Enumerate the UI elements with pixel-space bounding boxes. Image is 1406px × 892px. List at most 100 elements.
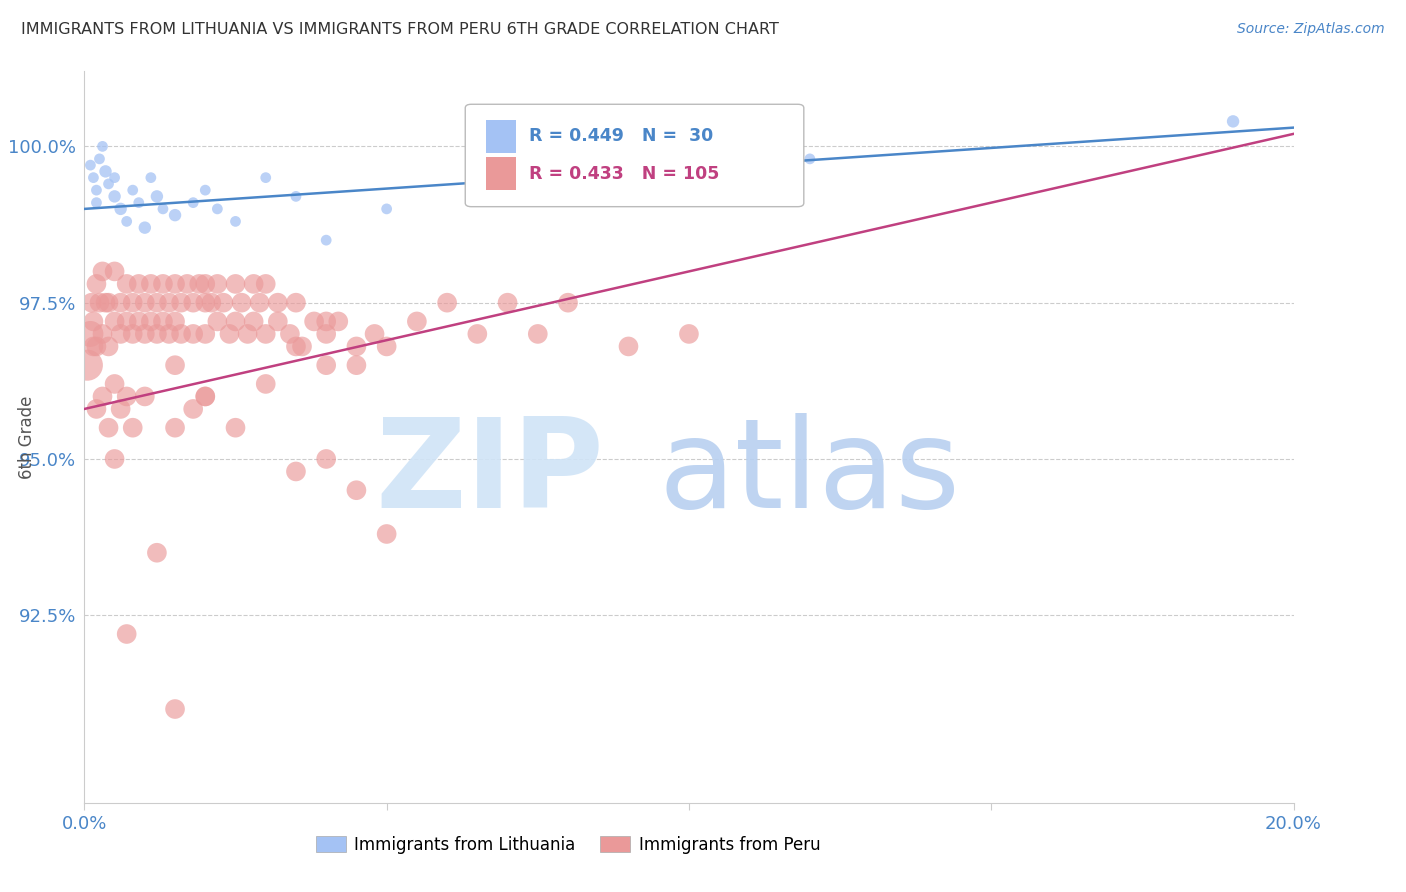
FancyBboxPatch shape: [486, 120, 516, 153]
Text: ZIP: ZIP: [375, 413, 605, 534]
Text: R = 0.449   N =  30: R = 0.449 N = 30: [529, 128, 714, 145]
Point: [527, 170, 550, 185]
Point: [152, 277, 174, 291]
FancyBboxPatch shape: [486, 157, 516, 190]
Text: R = 0.433   N = 105: R = 0.433 N = 105: [529, 165, 720, 183]
Text: IMMIGRANTS FROM LITHUANIA VS IMMIGRANTS FROM PERU 6TH GRADE CORRELATION CHART: IMMIGRANTS FROM LITHUANIA VS IMMIGRANTS …: [21, 22, 779, 37]
Point: [134, 389, 156, 403]
Point: [91, 139, 114, 153]
Point: [139, 277, 162, 291]
Point: [94, 164, 117, 178]
Point: [242, 277, 264, 291]
Point: [89, 295, 111, 310]
Point: [194, 295, 217, 310]
Point: [617, 339, 640, 353]
Point: [97, 420, 120, 434]
Point: [225, 277, 247, 291]
Point: [121, 295, 143, 310]
Point: [91, 326, 114, 341]
Point: [194, 389, 217, 403]
Point: [346, 358, 368, 372]
Point: [115, 214, 138, 228]
Point: [115, 277, 138, 291]
Point: [188, 277, 211, 291]
Point: [1222, 114, 1244, 128]
Point: [128, 277, 150, 291]
Point: [104, 314, 127, 328]
Point: [110, 326, 132, 341]
Legend: Immigrants from Lithuania, Immigrants from Peru: Immigrants from Lithuania, Immigrants fr…: [309, 829, 827, 860]
Point: [91, 389, 114, 403]
Point: [157, 295, 180, 310]
Point: [104, 264, 127, 278]
Point: [242, 314, 264, 328]
Point: [267, 295, 290, 310]
Point: [86, 401, 108, 416]
Point: [254, 326, 277, 341]
Point: [249, 295, 271, 310]
Point: [218, 326, 240, 341]
Point: [285, 465, 308, 479]
Point: [207, 314, 229, 328]
Point: [165, 702, 187, 716]
Point: [86, 277, 108, 291]
Point: [139, 170, 162, 185]
Point: [254, 277, 277, 291]
Point: [267, 314, 290, 328]
Text: atlas: atlas: [659, 413, 960, 534]
Point: [115, 314, 138, 328]
Point: [104, 376, 127, 391]
Point: [285, 295, 308, 310]
Point: [225, 314, 247, 328]
Point: [181, 401, 204, 416]
Point: [194, 277, 217, 291]
Point: [110, 295, 132, 310]
Point: [375, 527, 398, 541]
Point: [104, 452, 127, 467]
Point: [82, 339, 104, 353]
Point: [678, 326, 700, 341]
Point: [176, 277, 198, 291]
Point: [406, 314, 429, 328]
Point: [496, 295, 519, 310]
Point: [91, 264, 114, 278]
Point: [346, 339, 368, 353]
Point: [165, 314, 187, 328]
Point: [194, 389, 217, 403]
Point: [285, 339, 308, 353]
Point: [254, 376, 277, 391]
Point: [146, 326, 169, 341]
Point: [121, 183, 143, 197]
Point: [285, 189, 308, 203]
Point: [170, 326, 193, 341]
Point: [134, 295, 156, 310]
Point: [115, 627, 138, 641]
Point: [104, 189, 127, 203]
Point: [76, 358, 98, 372]
Point: [181, 326, 204, 341]
Point: [146, 546, 169, 560]
Point: [181, 195, 204, 210]
Point: [89, 152, 111, 166]
Point: [231, 295, 253, 310]
Point: [128, 314, 150, 328]
Point: [79, 158, 101, 172]
Point: [363, 326, 385, 341]
Point: [436, 295, 458, 310]
Point: [207, 202, 229, 216]
Point: [225, 420, 247, 434]
Point: [134, 326, 156, 341]
Point: [207, 277, 229, 291]
Point: [97, 177, 120, 191]
Point: [278, 326, 301, 341]
Point: [152, 314, 174, 328]
Text: Source: ZipAtlas.com: Source: ZipAtlas.com: [1237, 22, 1385, 37]
Point: [86, 195, 108, 210]
Point: [799, 152, 821, 166]
Point: [94, 295, 117, 310]
Point: [302, 314, 325, 328]
Point: [467, 326, 489, 341]
Point: [82, 314, 104, 328]
Point: [315, 233, 337, 247]
Point: [139, 314, 162, 328]
